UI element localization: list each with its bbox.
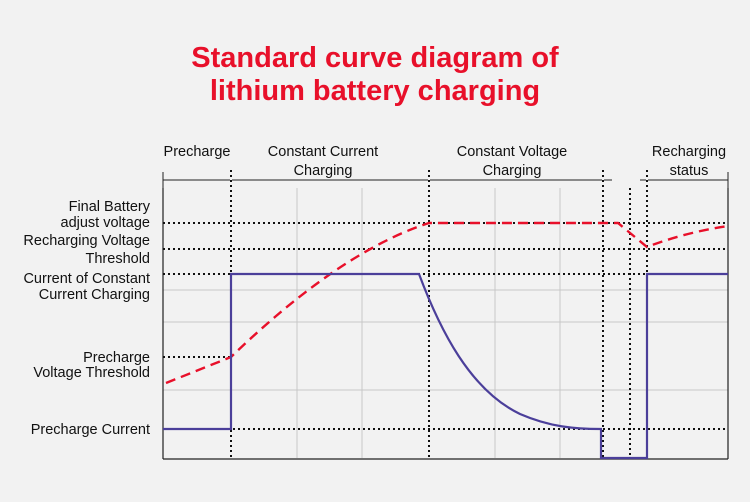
phase-cc-label-2: Charging [294,163,353,179]
label-cc-current-1: Current of Constant [23,271,150,287]
current-curve [163,272,728,460]
chart-frame [162,188,729,460]
phase-dividers [230,170,648,459]
title-line-1: Standard curve diagram of [191,42,559,74]
title-line-2: lithium battery charging [209,75,541,107]
grid [163,188,728,458]
label-precharge-threshold-1: Precharge [83,350,150,366]
label-final-voltage-1: Final Battery [69,199,151,215]
diagram-title: Standard curve diagram of lithium batter… [0,42,750,108]
phase-cv-label-2: Charging [483,163,542,179]
phase-precharge-label: Precharge [164,144,231,160]
phase-recharge-label-1: Recharging [652,144,726,160]
phase-recharge-label-2: status [670,163,709,179]
label-cc-current-2: Current Charging [39,287,150,303]
phase-cv-label-1: Constant Voltage [457,144,567,160]
level-lines [163,222,728,430]
label-recharge-threshold-2: Threshold [86,251,150,267]
label-final-voltage-2: adjust voltage [61,215,150,231]
voltage-curve [165,221,729,385]
phase-header-ticks [162,172,729,188]
label-precharge-threshold-2: Voltage Threshold [33,365,150,381]
phase-cc-label-1: Constant Current [268,144,378,160]
label-recharge-threshold-1: Recharging Voltage [23,233,150,249]
label-precharge-current: Precharge Current [31,422,150,438]
